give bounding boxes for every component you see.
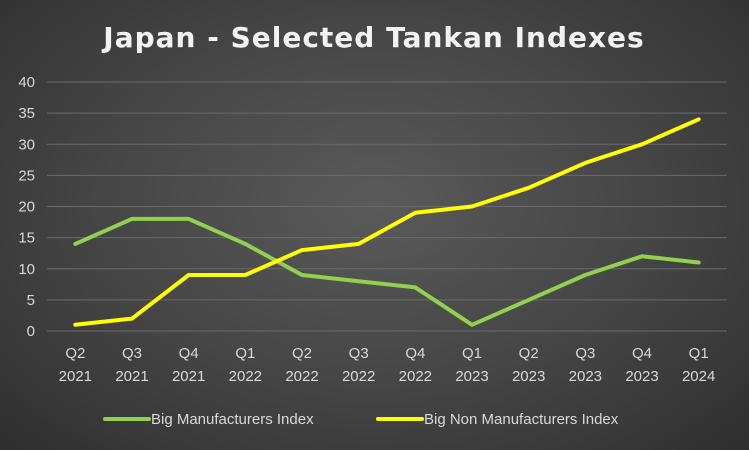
y-tick-label-25: 25 — [18, 167, 35, 184]
x-tick-year: 2021 — [59, 368, 92, 385]
y-tick-label-5: 5 — [27, 292, 35, 309]
x-tick-year: 2023 — [512, 368, 545, 385]
gridlines — [47, 81, 727, 332]
y-tick-label-15: 15 — [18, 230, 35, 247]
x-tick-year: 2021 — [172, 368, 205, 385]
x-tick-quarter: Q2 — [292, 345, 312, 362]
legend: Big Manufacturers Index Big Non Manufactu… — [103, 411, 619, 428]
y-tick-label-40: 40 — [18, 74, 35, 91]
x-tick-year: 2022 — [399, 368, 432, 385]
x-tick-quarter: Q4 — [632, 345, 652, 362]
x-tick-year: 2022 — [342, 368, 375, 385]
x-tick-quarter: Q2 — [65, 345, 85, 362]
series-line-big-manufacturers — [73, 216, 701, 327]
x-tick-label-6: Q4 2022 — [399, 345, 432, 385]
x-tick-label-2: Q4 2021 — [172, 345, 205, 385]
y-axis-ticks: 0 5 10 15 20 25 30 35 40 — [18, 74, 35, 340]
x-tick-quarter: Q4 — [179, 345, 199, 362]
y-tick-label-30: 30 — [18, 136, 35, 153]
x-tick-label-5: Q3 2022 — [342, 345, 375, 385]
x-tick-label-1: Q3 2021 — [115, 345, 148, 385]
x-tick-label-4: Q2 2022 — [285, 345, 318, 385]
series-line-big-non-manufacturers — [73, 117, 701, 327]
x-tick-year: 2022 — [285, 368, 318, 385]
y-tick-label-20: 20 — [18, 199, 35, 216]
x-tick-year: 2021 — [115, 368, 148, 385]
x-tick-quarter: Q2 — [519, 345, 539, 362]
x-tick-year: 2024 — [682, 368, 715, 385]
x-tick-year: 2022 — [229, 368, 262, 385]
x-tick-quarter: Q3 — [575, 345, 595, 362]
legend-label-0: Big Manufacturers Index — [151, 411, 314, 428]
legend-label-1: Big Non Manufacturers Index — [424, 411, 619, 428]
chart-title: Japan - Selected Tankan Indexes — [101, 21, 644, 54]
x-tick-label-0: Q2 2021 — [59, 345, 92, 385]
x-tick-label-9: Q3 2023 — [569, 345, 602, 385]
x-axis-ticks: Q2 2021 Q3 2021 Q4 2021 Q1 2022 Q2 2022 Q3 2022 Q4 20… — [59, 345, 716, 385]
y-tick-label-35: 35 — [18, 105, 35, 122]
x-tick-label-11: Q1 2024 — [682, 345, 715, 385]
x-tick-year: 2023 — [569, 368, 602, 385]
x-tick-quarter: Q1 — [462, 345, 482, 362]
x-tick-label-8: Q2 2023 — [512, 345, 545, 385]
series-lines — [73, 117, 701, 327]
x-tick-quarter: Q3 — [122, 345, 142, 362]
x-tick-label-3: Q1 2022 — [229, 345, 262, 385]
x-tick-label-7: Q1 2023 — [455, 345, 488, 385]
x-tick-quarter: Q1 — [235, 345, 255, 362]
y-tick-label-10: 10 — [18, 261, 35, 278]
x-tick-year: 2023 — [455, 368, 488, 385]
x-tick-label-10: Q4 2023 — [625, 345, 658, 385]
x-tick-year: 2023 — [625, 368, 658, 385]
x-tick-quarter: Q1 — [689, 345, 709, 362]
x-tick-quarter: Q3 — [349, 345, 369, 362]
y-tick-label-0: 0 — [27, 323, 35, 340]
x-tick-quarter: Q4 — [405, 345, 425, 362]
